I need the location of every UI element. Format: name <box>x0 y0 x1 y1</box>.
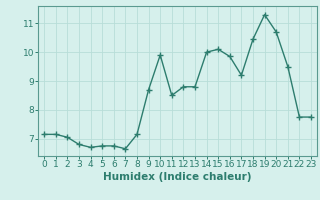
X-axis label: Humidex (Indice chaleur): Humidex (Indice chaleur) <box>103 172 252 182</box>
